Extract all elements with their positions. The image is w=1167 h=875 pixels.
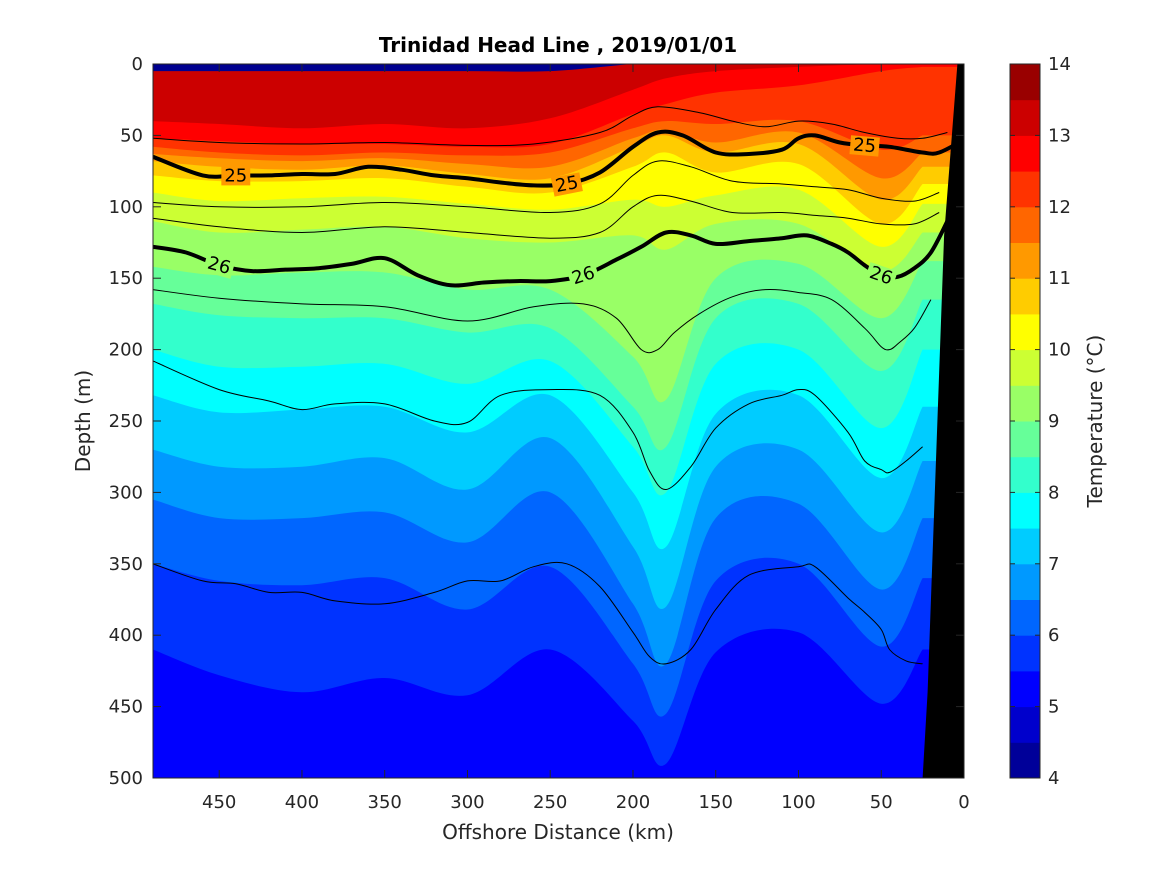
contour-label: 25: [852, 134, 877, 157]
density-contour-26: [153, 220, 950, 288]
x-tick-label: 100: [781, 792, 815, 813]
x-tick-label: 400: [285, 792, 319, 813]
colorbar-band: [1010, 599, 1040, 636]
colorbar-band: [1010, 563, 1040, 600]
density-contour: [153, 160, 940, 214]
colorbar-band: [1010, 206, 1040, 243]
colorbar-band: [1010, 171, 1040, 208]
y-tick-label: 150: [109, 268, 143, 289]
colorbar-tick-label: 10: [1048, 340, 1071, 361]
colorbar-bands: [1010, 64, 1040, 779]
colorbar-band: [1010, 456, 1040, 493]
density-contour: [153, 194, 940, 239]
colorbar-band: [1010, 492, 1040, 529]
colorbar-tick-label: 14: [1048, 54, 1071, 75]
colorbar-band: [1010, 421, 1040, 458]
colorbar-band: [1010, 99, 1040, 136]
x-tick-label: 0: [958, 792, 969, 813]
bathymetry-layer: [922, 64, 964, 778]
contour-label: 25: [554, 172, 580, 197]
x-tick-label: 450: [202, 792, 236, 813]
y-tick-label: 100: [109, 197, 143, 218]
colorbar: 4 5 6 7 8 9 10 11 12 13 14 Temperature (°C): [1009, 54, 1107, 789]
colorbar-tick-label: 7: [1048, 554, 1059, 575]
colorbar-tick-label: 5: [1048, 697, 1059, 718]
colorbar-band: [1010, 313, 1040, 351]
x-axis: 450 400 350 300 250 200 150 100 50 0: [202, 64, 970, 813]
x-axis-label: Offshore Distance (km): [442, 820, 674, 844]
y-tick-label: 500: [109, 768, 143, 789]
y-tick-label: 200: [109, 340, 143, 361]
y-tick-label: 450: [109, 697, 143, 718]
colorbar-band: [1010, 135, 1040, 172]
density-contour: [153, 360, 923, 491]
colorbar-tick-label: 12: [1048, 197, 1071, 218]
colorbar-band: [1010, 242, 1040, 279]
y-axis-label: Depth (m): [71, 370, 95, 472]
density-contour: [153, 561, 923, 665]
colorbar-band: [1010, 278, 1040, 315]
colorbar-tick-label: 6: [1048, 625, 1059, 646]
y-tick-label: 0: [132, 54, 143, 75]
colorbar-band: [1010, 670, 1040, 708]
colorbar-tick-label: 9: [1048, 411, 1059, 432]
x-tick-label: 350: [368, 792, 402, 813]
colorbar-band: [1010, 385, 1040, 422]
y-tick-label: 400: [109, 625, 143, 646]
colorbar-tick-label: 11: [1048, 268, 1071, 289]
x-tick-label: 250: [533, 792, 567, 813]
bathymetry: [922, 64, 964, 778]
x-tick-label: 300: [450, 792, 484, 813]
density-contour: [153, 288, 932, 354]
x-tick-label: 200: [616, 792, 650, 813]
y-tick-label: 250: [109, 411, 143, 432]
density-contour: [153, 106, 948, 147]
colorbar-ticks: 4 5 6 7 8 9 10 11 12 13 14: [1010, 54, 1071, 789]
x-tick-label: 150: [699, 792, 733, 813]
colorbar-band: [1010, 528, 1040, 565]
temperature-band: [153, 628, 964, 778]
colorbar-band: [1010, 64, 1040, 101]
contour-label: 25: [224, 165, 247, 186]
colorbar-label: Temperature (°C): [1083, 335, 1107, 509]
x-tick-label: 50: [870, 792, 893, 813]
colorbar-tick-label: 13: [1048, 125, 1071, 146]
colorbar-tick-label: 8: [1048, 482, 1059, 503]
y-tick-label: 350: [109, 554, 143, 575]
colorbar-tick-label: 4: [1048, 768, 1059, 789]
colorbar-band: [1010, 635, 1040, 672]
y-tick-label: 300: [109, 482, 143, 503]
y-tick-label: 50: [120, 125, 143, 146]
y-axis: 0 50 100 150 200 250 300 350 400 450 500: [109, 54, 964, 789]
colorbar-band: [1010, 706, 1040, 743]
colorbar-band: [1010, 349, 1040, 386]
temperature-fill-layer: [153, 64, 964, 778]
chart-title: Trinidad Head Line , 2019/01/01: [379, 33, 737, 57]
colorbar-band: [1010, 742, 1040, 779]
